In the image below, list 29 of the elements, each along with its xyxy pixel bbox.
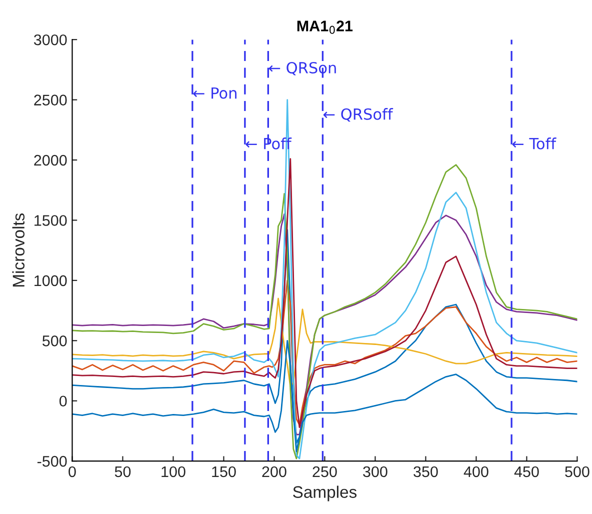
y-tick-label: 1500 xyxy=(34,215,67,226)
ref-line-label: ← QRSon xyxy=(268,62,336,76)
y-tick-label: 500 xyxy=(42,336,67,346)
x-tick-label: 300 xyxy=(363,466,388,478)
chart-title: MA1$_{0}$21 xyxy=(297,20,353,34)
line-series xyxy=(72,99,578,460)
y-tick-label: 2000 xyxy=(34,154,67,166)
x-tick-label: 450 xyxy=(514,466,539,478)
y-tick-label: 2500 xyxy=(34,94,67,106)
x-tick-label: 350 xyxy=(414,466,438,478)
x-tick-label: 250 xyxy=(312,466,337,478)
x-axis-title: Samples xyxy=(293,486,357,502)
line-series xyxy=(72,280,578,426)
x-tick-label: 500 xyxy=(565,466,590,478)
x-tick-label: 400 xyxy=(464,466,488,478)
ref-line-label: ← QRSoff xyxy=(323,108,394,122)
line-series xyxy=(72,298,578,388)
y-tick-label: -500 xyxy=(37,456,67,467)
y-tick-label: 3000 xyxy=(34,34,67,46)
y-tick-label: 1000 xyxy=(34,275,67,286)
x-tick-label: 100 xyxy=(162,466,186,478)
ref-line-label: ← Toff xyxy=(512,138,556,150)
x-tick-label: 150 xyxy=(212,466,236,478)
y-axis-title: Microvolts xyxy=(12,213,25,286)
x-tick-label: 0 xyxy=(68,466,76,478)
ref-line-label: ← Pon xyxy=(193,87,236,99)
x-tick-label: 200 xyxy=(262,466,286,478)
x-tick-label: 50 xyxy=(114,466,131,478)
y-tick-label: 0 xyxy=(59,396,67,407)
